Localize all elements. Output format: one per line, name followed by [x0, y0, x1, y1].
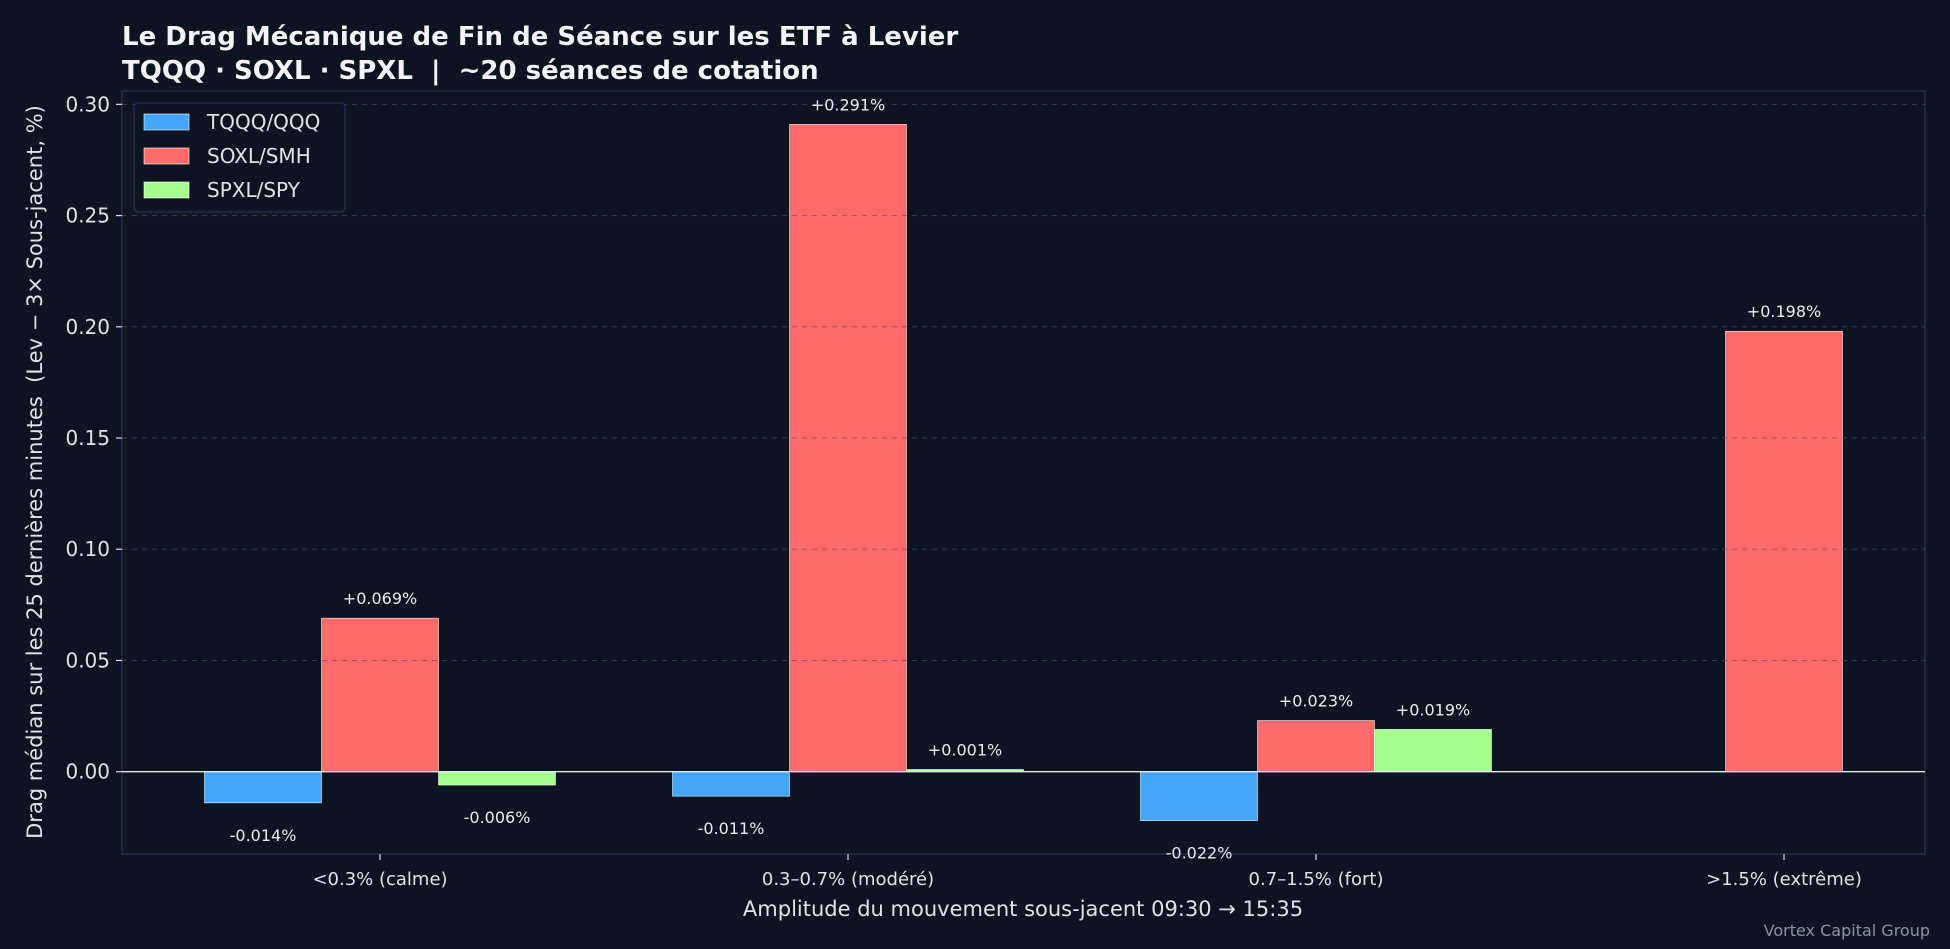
y-tick-label: 0.20 [65, 315, 110, 339]
bar [204, 771, 322, 804]
y-tick-label: 0.15 [65, 426, 110, 450]
data-labels: -0.014% -0.011% -0.022% +0.069% +0.291% +0.02… [230, 95, 1822, 862]
bar [789, 124, 907, 772]
legend: TQQQ/QQQ SOXL/SMH SPXL/SPY [133, 102, 346, 213]
data-label: +0.069% [343, 589, 417, 608]
legend-label: SOXL/SMH [207, 144, 311, 168]
data-label: -0.022% [1166, 844, 1233, 863]
x-axis-label: Amplitude du mouvement sous-jacent 09:30… [743, 897, 1303, 921]
y-tick-label: 0.10 [65, 537, 110, 561]
y-axis-label: Drag médian sur les 25 dernières minutes… [23, 105, 47, 839]
y-tick-label: 0.00 [65, 760, 110, 784]
bar [1257, 720, 1375, 772]
data-label: +0.198% [1747, 302, 1821, 321]
x-axis: <0.3% (calme) 0.3–0.7% (modéré) 0.7–1.5% (… [312, 854, 1862, 890]
x-tick-label: <0.3% (calme) [312, 869, 447, 890]
x-tick-label: >1.5% (extrême) [1706, 869, 1862, 890]
x-tick-label: 0.3–0.7% (modéré) [762, 869, 934, 890]
legend-swatch [143, 181, 190, 199]
legend-label: SPXL/SPY [207, 178, 301, 202]
legend-swatch [143, 147, 190, 165]
y-tick-label: 0.05 [65, 648, 110, 672]
data-label: +0.291% [811, 95, 885, 114]
chart-subtitle: TQQQ · SOXL · SPXL | ~20 séances de cota… [122, 56, 819, 86]
bar [1140, 771, 1258, 821]
x-tick-label: 0.7–1.5% (fort) [1249, 869, 1384, 890]
data-label: -0.014% [230, 826, 297, 845]
bar [1374, 729, 1492, 772]
y-tick-label: 0.30 [65, 92, 110, 116]
bars [122, 103, 1925, 821]
data-label: +0.001% [928, 740, 1002, 759]
bar [438, 771, 556, 786]
bar [321, 617, 439, 772]
data-label: -0.011% [698, 819, 765, 838]
data-label: +0.019% [1396, 700, 1470, 719]
data-label: +0.023% [1279, 692, 1353, 711]
y-axis: 0.00 0.05 0.10 0.15 0.20 0.25 0.30 [65, 92, 122, 784]
bar [1725, 330, 1843, 772]
chart-title: Le Drag Mécanique de Fin de Séance sur l… [122, 22, 958, 52]
data-label: -0.006% [464, 808, 531, 827]
y-tick-label: 0.25 [65, 204, 110, 228]
legend-label: TQQQ/QQQ [206, 110, 320, 134]
footer-credit: Vortex Capital Group [1764, 921, 1930, 940]
bar [672, 771, 790, 797]
legend-swatch [143, 113, 190, 131]
